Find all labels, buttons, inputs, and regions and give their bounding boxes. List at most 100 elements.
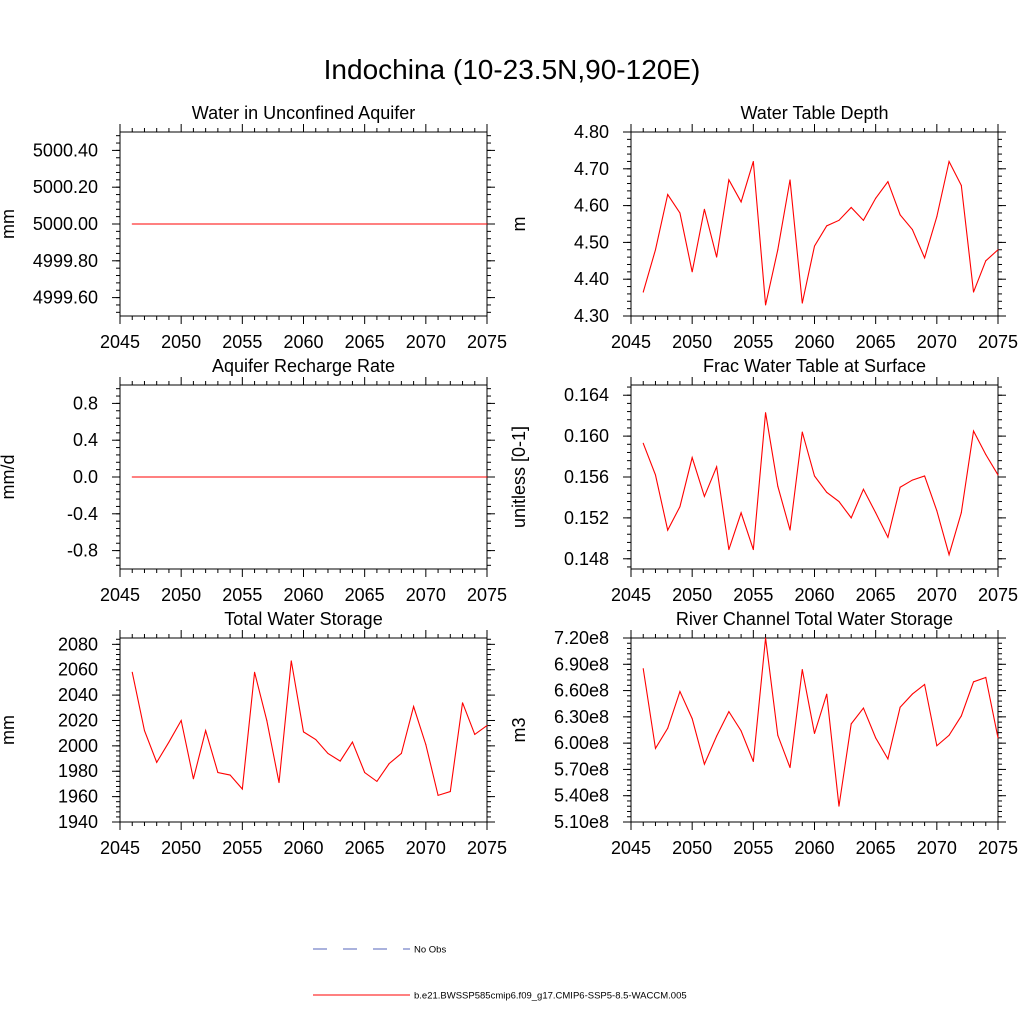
data-point [327, 752, 329, 754]
data-point [217, 476, 219, 478]
x-tick-label: 2055 [222, 332, 262, 352]
data-point [474, 476, 476, 478]
x-tick-label: 2075 [978, 585, 1018, 605]
data-point [667, 529, 669, 531]
y-tick-label: 7.20e8 [554, 628, 609, 648]
y-tick-label: -0.8 [67, 541, 98, 561]
data-point [862, 707, 864, 709]
data-point [838, 219, 840, 221]
data-point [425, 223, 427, 225]
data-point [449, 791, 451, 793]
data-point [376, 223, 378, 225]
y-tick-label: 6.90e8 [554, 654, 609, 674]
data-point [474, 733, 476, 735]
series-line-1 [642, 637, 999, 807]
data-point [278, 476, 280, 478]
data-point [826, 225, 828, 227]
data-point [948, 554, 950, 556]
data-point [462, 702, 464, 704]
data-point [985, 676, 987, 678]
data-point [339, 223, 341, 225]
data-point [960, 512, 962, 514]
plot-frame [630, 384, 999, 570]
data-point [997, 737, 999, 739]
x-tick-label: 2065 [345, 332, 385, 352]
data-point [486, 476, 488, 478]
chart-panel-2: Water Table Depth m 2045 2050 2055 2060 2065 20… [509, 103, 1018, 352]
data-point [691, 457, 693, 459]
y-tick-label: 2060 [58, 660, 98, 680]
data-point [936, 216, 938, 218]
panel-title: Water Table Depth [740, 103, 888, 123]
x-tick-label: 2060 [283, 332, 323, 352]
y-tick-label: 4.70 [574, 159, 609, 179]
data-point [437, 794, 439, 796]
data-point [192, 476, 194, 478]
data-point [327, 223, 329, 225]
y-tick-label: 2000 [58, 736, 98, 756]
data-point [156, 476, 158, 478]
data-point [388, 476, 390, 478]
data-point [875, 197, 877, 199]
data-point [290, 660, 292, 662]
y-tick-label: 0.4 [73, 430, 98, 450]
data-point [960, 184, 962, 186]
data-point [642, 442, 644, 444]
data-point [266, 719, 268, 721]
data-point [716, 256, 718, 258]
y-axis-label: m3 [509, 717, 529, 742]
data-point [290, 476, 292, 478]
data-point [899, 486, 901, 488]
data-point [716, 466, 718, 468]
y-tick-label: 4.80 [574, 122, 609, 142]
data-point [875, 512, 877, 514]
data-point [862, 488, 864, 490]
data-point [180, 223, 182, 225]
data-point [703, 208, 705, 210]
data-point [413, 476, 415, 478]
data-point [924, 257, 926, 259]
x-tick-label: 2060 [794, 838, 834, 858]
data-point [814, 475, 815, 477]
y-tick-label: 1940 [58, 812, 98, 832]
data-point [143, 730, 145, 732]
data-point [131, 671, 133, 673]
y-tick-label: 0.148 [564, 549, 609, 569]
data-point [241, 223, 243, 225]
data-point [899, 214, 901, 216]
x-tick-label: 2060 [794, 585, 834, 605]
data-point [985, 454, 987, 456]
data-point [462, 476, 464, 478]
x-tick-label: 2055 [222, 585, 262, 605]
y-tick-label: 4.60 [574, 196, 609, 216]
data-point [936, 745, 938, 747]
data-point [740, 201, 742, 203]
data-point [351, 223, 353, 225]
x-tick-label: 2050 [161, 585, 201, 605]
data-point [728, 549, 730, 551]
data-point [703, 495, 705, 497]
data-point [973, 291, 975, 293]
y-tick-label: 4999.80 [33, 251, 98, 271]
data-point [691, 271, 693, 273]
x-tick-label: 2045 [611, 585, 651, 605]
y-tick-label: 6.30e8 [554, 707, 609, 727]
y-tick-label: 5000.40 [33, 140, 98, 160]
x-tick-label: 2050 [672, 332, 712, 352]
data-point [364, 223, 366, 225]
y-tick-label: 5000.20 [33, 177, 98, 197]
x-tick-label: 2065 [856, 585, 896, 605]
data-point [740, 730, 742, 732]
data-point [413, 223, 415, 225]
x-tick-label: 2075 [978, 838, 1018, 858]
data-point [765, 637, 767, 639]
data-point [960, 715, 962, 717]
y-tick-label: 2080 [58, 634, 98, 654]
x-tick-label: 2075 [467, 838, 507, 858]
x-tick-label: 2060 [283, 585, 323, 605]
y-tick-label: 5.70e8 [554, 759, 609, 779]
page-title: Indochina (10-23.5N,90-120E) [323, 54, 701, 85]
y-tick-label: 2020 [58, 710, 98, 730]
panel-title: River Channel Total Water Storage [676, 609, 953, 629]
